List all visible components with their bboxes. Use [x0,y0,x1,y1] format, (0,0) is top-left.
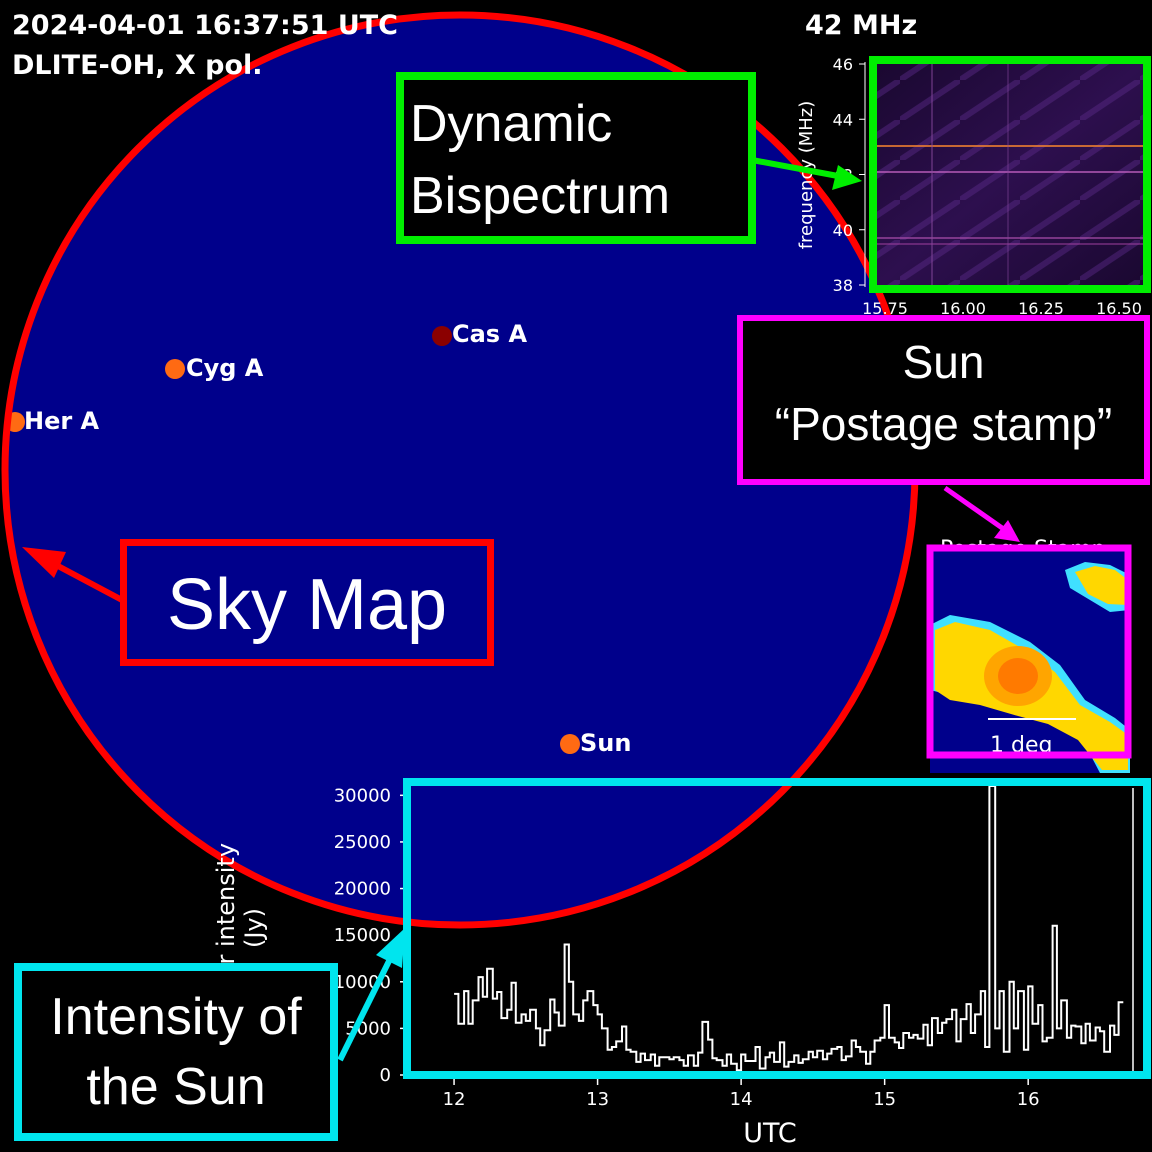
bispectrum-outline [869,56,1151,293]
intensity-outline [403,778,1151,1079]
intensity-xticks: 12 13 14 15 16 [443,1079,1040,1110]
intensity-ytick-label: 25000 [334,832,391,853]
bispectrum-arrowhead [832,165,862,190]
bispectrum-callout-line1: Dynamic [410,95,613,153]
bispectrum-xtick-label: 16.25 [1018,299,1064,318]
timestamp: 2024-04-01 16:37:51 UTC [12,10,398,41]
station-label: DLITE-OH, X pol. [12,50,263,81]
postage-arrow [943,485,1007,533]
intensity-ytick-label: 15000 [334,925,391,946]
sun-label: Sun [580,729,631,757]
intensity-xtick-label: 12 [443,1089,466,1110]
cas-a-marker [432,326,452,346]
intensity-xtick-label: 13 [586,1089,609,1110]
bispectrum-xticks: 15.75 16.00 16.25 16.50 [862,299,1142,318]
source-sun: Sun [560,729,631,757]
bispectrum-ytick-label: 38 [833,276,853,295]
bispectrum-callout: Dynamic Bispectrum [396,72,756,244]
intensity-series-line [454,785,1124,1072]
cyg-a-label: Cyg A [186,354,264,382]
intensity-callout-line2: the Sun [86,1058,266,1116]
postage-stamp-outline [926,544,1132,759]
postage-stamp-panel: Postage Stamp 1 deg [926,537,1132,773]
bispectrum-ytick-label: 40 [833,221,853,240]
intensity-ytick-label: 20000 [334,879,391,900]
intensity-callout-line1: Intensity of [50,988,302,1046]
bispectrum-xtick-label: 16.50 [1096,299,1142,318]
intensity-callout: Intensity of the Sun [14,963,338,1141]
bispectrum-callout-line2: Bispectrum [410,167,671,225]
intensity-ytick-label: 30000 [334,785,391,806]
cyg-a-marker [165,359,185,379]
sky-map-arrowhead [22,547,66,578]
source-her-a: Her A [5,407,100,435]
bispectrum-ytick-label: 44 [833,110,853,129]
intensity-xtick-label: 14 [730,1089,753,1110]
bispectrum-arrow [751,157,839,179]
bispectrum-xtick-label: 16.00 [940,299,986,318]
postage-callout: Sun “Postage stamp” [737,315,1150,485]
source-cyg-a: Cyg A [165,354,264,382]
postage-arrowhead [994,520,1020,542]
intensity-arrowhead [376,928,405,968]
source-cas-a: Cas A [432,320,527,348]
postage-stamp-sun-blob [930,562,1130,773]
callout-arrows [22,157,1020,1062]
intensity-arrow [337,953,395,1062]
her-a-label: Her A [24,407,100,435]
cas-a-label: Cas A [452,320,527,348]
frequency-label: 42 MHz [805,10,918,41]
postage-callout-line2: “Postage stamp” [774,398,1113,450]
intensity-xtick-label: 15 [873,1089,896,1110]
postage-callout-line1: Sun [902,336,985,388]
sky-map-arrow [56,563,124,603]
bispectrum-ylabel: frequency (MHz) [796,101,817,250]
sky-map-callout-label: Sky Map [166,565,448,645]
bispectrum-texture [875,62,1145,287]
bispectrum-xtick-label: 15.75 [862,299,908,318]
intensity-xlabel: UTC [743,1118,797,1149]
intensity-xtick-label: 16 [1017,1089,1040,1110]
sky-map-callout: Sky Map [120,539,494,666]
bispectrum-ytick-label: 46 [833,55,853,74]
sun-marker [560,734,580,754]
intensity-ytick-label: 0 [380,1065,391,1086]
